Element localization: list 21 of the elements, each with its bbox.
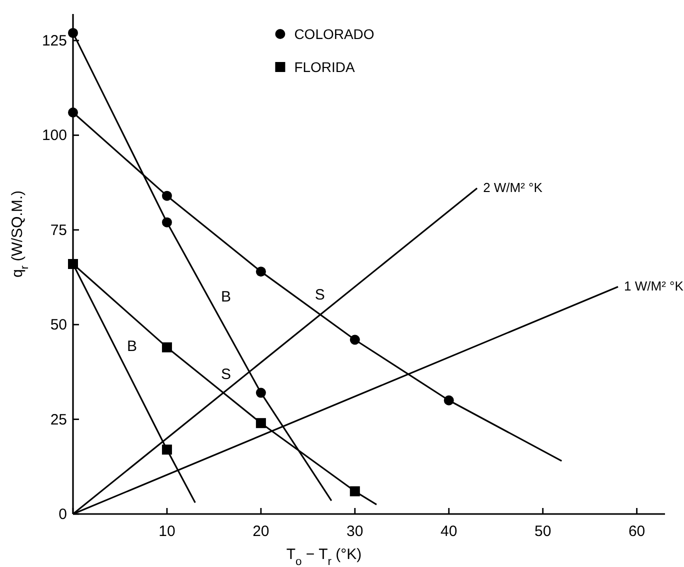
annotation: B [126,338,137,355]
annotation: S [314,286,325,304]
y-tick-label: 100 [42,127,67,144]
x-tick-label: 10 [158,523,176,540]
y-tick-label: 75 [50,222,67,239]
y-tick-label: 25 [50,411,67,428]
x-tick-label: 50 [534,523,552,540]
y-tick-label: 0 [58,506,67,523]
annotation: B [220,288,231,306]
x-tick-label: 40 [440,523,458,540]
series-label: 2 W/M² °K [483,180,543,196]
x-tick-label: 20 [252,523,270,540]
x-tick-label: 30 [346,523,364,540]
legend-label: FLORIDA [294,59,356,75]
x-tick-label: 60 [628,523,646,540]
x-axis-title: T$_{o}$ − T$_{r}$ (°K) [286,546,362,567]
annotation: S [220,366,231,384]
y-tick-label: 50 [50,316,67,334]
y-tick-label: 125 [42,32,67,50]
series-label: 1 W/M² °K [624,278,684,294]
legend-label: COLORADO [294,26,374,42]
